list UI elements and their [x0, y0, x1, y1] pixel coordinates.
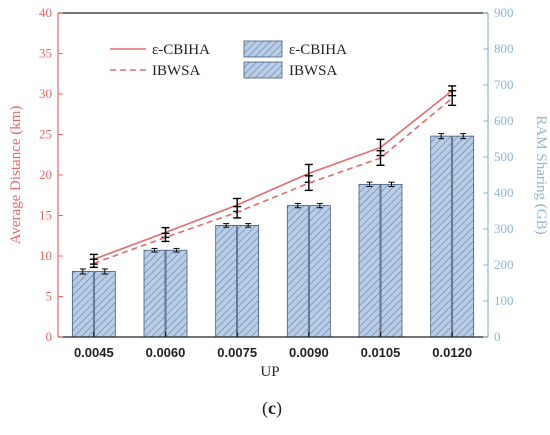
y-right-tick-label: 600 — [494, 113, 514, 128]
bar — [452, 135, 475, 338]
bar — [93, 271, 116, 338]
line-error-bar — [448, 90, 457, 107]
y-right-tick-label: 800 — [494, 41, 514, 56]
y-left-tick-label: 20 — [39, 167, 52, 182]
bar-error-bar — [245, 223, 252, 228]
bar — [237, 224, 260, 338]
y-axis-right-title: RAM Sharing (GB) — [533, 115, 549, 234]
x-axis-title: UP — [260, 364, 279, 380]
x-tick-label: 0.0060 — [146, 345, 186, 360]
legend: ε-CBIHA IBWSA ε-CBIHA IBWSA — [110, 40, 347, 79]
series-line — [93, 90, 453, 260]
x-tick-label: 0.0120 — [432, 345, 472, 360]
y-right-tick-label: 700 — [494, 77, 514, 92]
panel-label: (c) — [262, 398, 282, 419]
legend-bar-label: ε-CBIHA — [289, 42, 347, 58]
legend-bar-label: IBWSA — [289, 63, 338, 79]
bar-error-bar — [294, 202, 301, 209]
bar — [215, 224, 238, 338]
y-axis-left-title: Average Distance (km) — [8, 106, 24, 245]
x-tick-label: 0.0045 — [74, 345, 114, 360]
plot-area — [71, 85, 475, 338]
legend-bar-swatch — [243, 40, 283, 58]
y-left-tick-label: 5 — [46, 289, 53, 304]
series-line — [93, 97, 453, 265]
y-right-tick-label: 0 — [494, 329, 501, 344]
y-right-tick-label: 400 — [494, 185, 514, 200]
y-right-tick-label: 900 — [494, 5, 514, 20]
bar — [430, 135, 453, 338]
y-left-tick-label: 40 — [39, 5, 52, 20]
y-left-tick-label: 10 — [39, 248, 52, 263]
legend-bar-swatch — [243, 61, 283, 79]
x-tick-label: 0.0105 — [361, 345, 401, 360]
y-left-tick-label: 30 — [39, 86, 52, 101]
line-error-bar — [89, 258, 98, 269]
line-error-bar — [161, 232, 170, 243]
y-right-tick-label: 200 — [494, 257, 514, 272]
bar — [286, 205, 309, 338]
bar — [71, 271, 94, 338]
bar-error-bar — [101, 268, 108, 275]
x-tick-label: 0.0090 — [289, 345, 329, 360]
x-tick-label: 0.0075 — [217, 345, 257, 360]
bar-error-bar — [223, 223, 230, 228]
y-left-tick-label: 15 — [39, 208, 52, 223]
labels: Average Distance (km) RAM Sharing (GB) U… — [8, 106, 549, 419]
bar — [358, 183, 381, 338]
line-error-bar — [304, 175, 313, 192]
bar-error-bar — [316, 202, 323, 209]
bar — [143, 249, 166, 338]
bar-error-bar — [151, 247, 158, 253]
bar — [380, 183, 403, 338]
bar-error-bar — [460, 133, 467, 140]
bar — [165, 249, 188, 338]
y-left-tick-label: 25 — [39, 127, 52, 142]
line-error-bar — [233, 205, 242, 219]
y-right-tick-label: 100 — [494, 293, 514, 308]
legend-line-label: ε-CBIHA — [152, 42, 210, 58]
bar-error-bar — [79, 268, 86, 275]
bar-error-bar — [388, 181, 395, 188]
bar-error-bar — [438, 133, 445, 140]
bar-error-bar — [173, 247, 180, 253]
bar-error-bar — [366, 181, 373, 188]
y-right-tick-label: 300 — [494, 221, 514, 236]
axes: 0510152025303540010020030040050060070080… — [39, 5, 514, 360]
line-error-bar — [376, 149, 385, 166]
bar — [308, 205, 331, 338]
y-left-tick-label: 0 — [46, 329, 53, 344]
y-left-tick-label: 35 — [39, 46, 52, 61]
y-right-tick-label: 500 — [494, 149, 514, 164]
legend-line-label: IBWSA — [152, 63, 201, 79]
